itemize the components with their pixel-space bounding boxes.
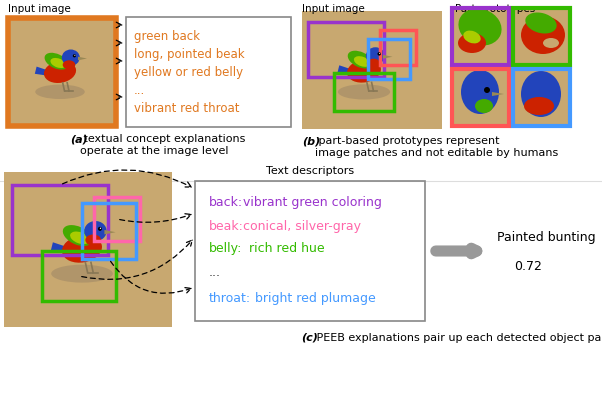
Ellipse shape [338, 85, 390, 100]
Ellipse shape [36, 85, 85, 100]
Ellipse shape [366, 48, 385, 65]
Text: rich red hue: rich red hue [245, 241, 324, 254]
Bar [368, 40, 410, 80]
Bar [452, 70, 509, 127]
Bar [82, 204, 136, 259]
Circle shape [377, 53, 381, 56]
Ellipse shape [475, 100, 493, 114]
Text: long, pointed beak: long, pointed beak [134, 48, 244, 61]
Ellipse shape [348, 52, 373, 69]
Text: Input image: Input image [302, 4, 365, 14]
Polygon shape [492, 93, 504, 97]
Ellipse shape [51, 59, 66, 69]
Bar [452, 9, 509, 66]
Text: beak:: beak: [209, 220, 244, 232]
Circle shape [74, 56, 75, 57]
Text: vibrant green coloring: vibrant green coloring [239, 196, 382, 209]
Bar [513, 9, 570, 66]
Text: Input image: Input image [8, 4, 71, 14]
Ellipse shape [521, 72, 561, 118]
Ellipse shape [84, 221, 107, 242]
Bar [8, 19, 116, 127]
Bar [308, 23, 384, 78]
Text: textual concept explanations
operate at the image level: textual concept explanations operate at … [80, 134, 246, 155]
Polygon shape [104, 230, 116, 235]
Bar [8, 19, 116, 127]
Bar [195, 182, 425, 321]
Text: conical, silver-gray: conical, silver-gray [239, 220, 361, 232]
Circle shape [100, 228, 101, 229]
Polygon shape [337, 66, 351, 76]
Ellipse shape [51, 265, 113, 283]
Circle shape [98, 227, 102, 231]
Ellipse shape [458, 34, 486, 54]
Text: part-based prototypes represent
image patches and not editable by humans: part-based prototypes represent image pa… [315, 136, 558, 157]
Circle shape [379, 54, 380, 55]
Text: belly:: belly: [209, 241, 243, 254]
Circle shape [73, 55, 76, 58]
Ellipse shape [63, 225, 92, 247]
Ellipse shape [62, 236, 102, 263]
Text: back:: back: [209, 196, 243, 209]
Bar [380, 31, 416, 66]
Bar [513, 70, 570, 127]
Bar [302, 12, 442, 130]
Bar [94, 198, 140, 241]
Polygon shape [35, 67, 48, 76]
Text: throat:: throat: [209, 291, 251, 304]
Text: Part prototypes: Part prototypes [455, 4, 535, 14]
Text: vibrant red throat: vibrant red throat [134, 102, 240, 115]
Text: bright red plumage: bright red plumage [251, 291, 376, 304]
Bar [452, 70, 509, 127]
Ellipse shape [70, 232, 90, 245]
Text: (b): (b) [302, 136, 320, 146]
Circle shape [484, 88, 490, 94]
Ellipse shape [354, 57, 370, 67]
Text: green back: green back [134, 30, 200, 43]
Bar [12, 186, 108, 255]
Ellipse shape [62, 50, 80, 67]
Bar [126, 18, 291, 128]
Ellipse shape [63, 61, 75, 70]
Ellipse shape [526, 13, 557, 34]
Ellipse shape [44, 62, 76, 84]
Ellipse shape [464, 31, 481, 44]
Polygon shape [383, 56, 393, 59]
Bar [452, 9, 509, 66]
Bar [334, 74, 394, 112]
Polygon shape [51, 243, 66, 254]
Text: (a): (a) [70, 134, 88, 144]
Ellipse shape [85, 235, 101, 246]
Ellipse shape [543, 39, 559, 49]
Ellipse shape [347, 60, 381, 83]
Text: 0.72: 0.72 [514, 259, 542, 272]
Ellipse shape [45, 54, 68, 70]
Ellipse shape [521, 17, 565, 55]
Bar [42, 252, 116, 301]
Text: Text descriptors: Text descriptors [266, 166, 354, 175]
Bar [513, 70, 570, 127]
Text: ...: ... [209, 265, 221, 278]
Ellipse shape [461, 71, 499, 115]
Ellipse shape [524, 98, 554, 116]
Bar [513, 9, 570, 66]
Text: PEEB explanations pair up each detected object part with a textual descriptor: PEEB explanations pair up each detected … [313, 332, 602, 342]
Text: Painted bunting: Painted bunting [497, 230, 595, 243]
Text: ...: ... [134, 84, 145, 97]
Text: yellow or red belly: yellow or red belly [134, 66, 243, 79]
Bar [4, 173, 172, 327]
Polygon shape [78, 58, 87, 61]
Text: (c): (c) [301, 332, 318, 342]
Ellipse shape [459, 9, 501, 46]
Ellipse shape [367, 59, 380, 69]
